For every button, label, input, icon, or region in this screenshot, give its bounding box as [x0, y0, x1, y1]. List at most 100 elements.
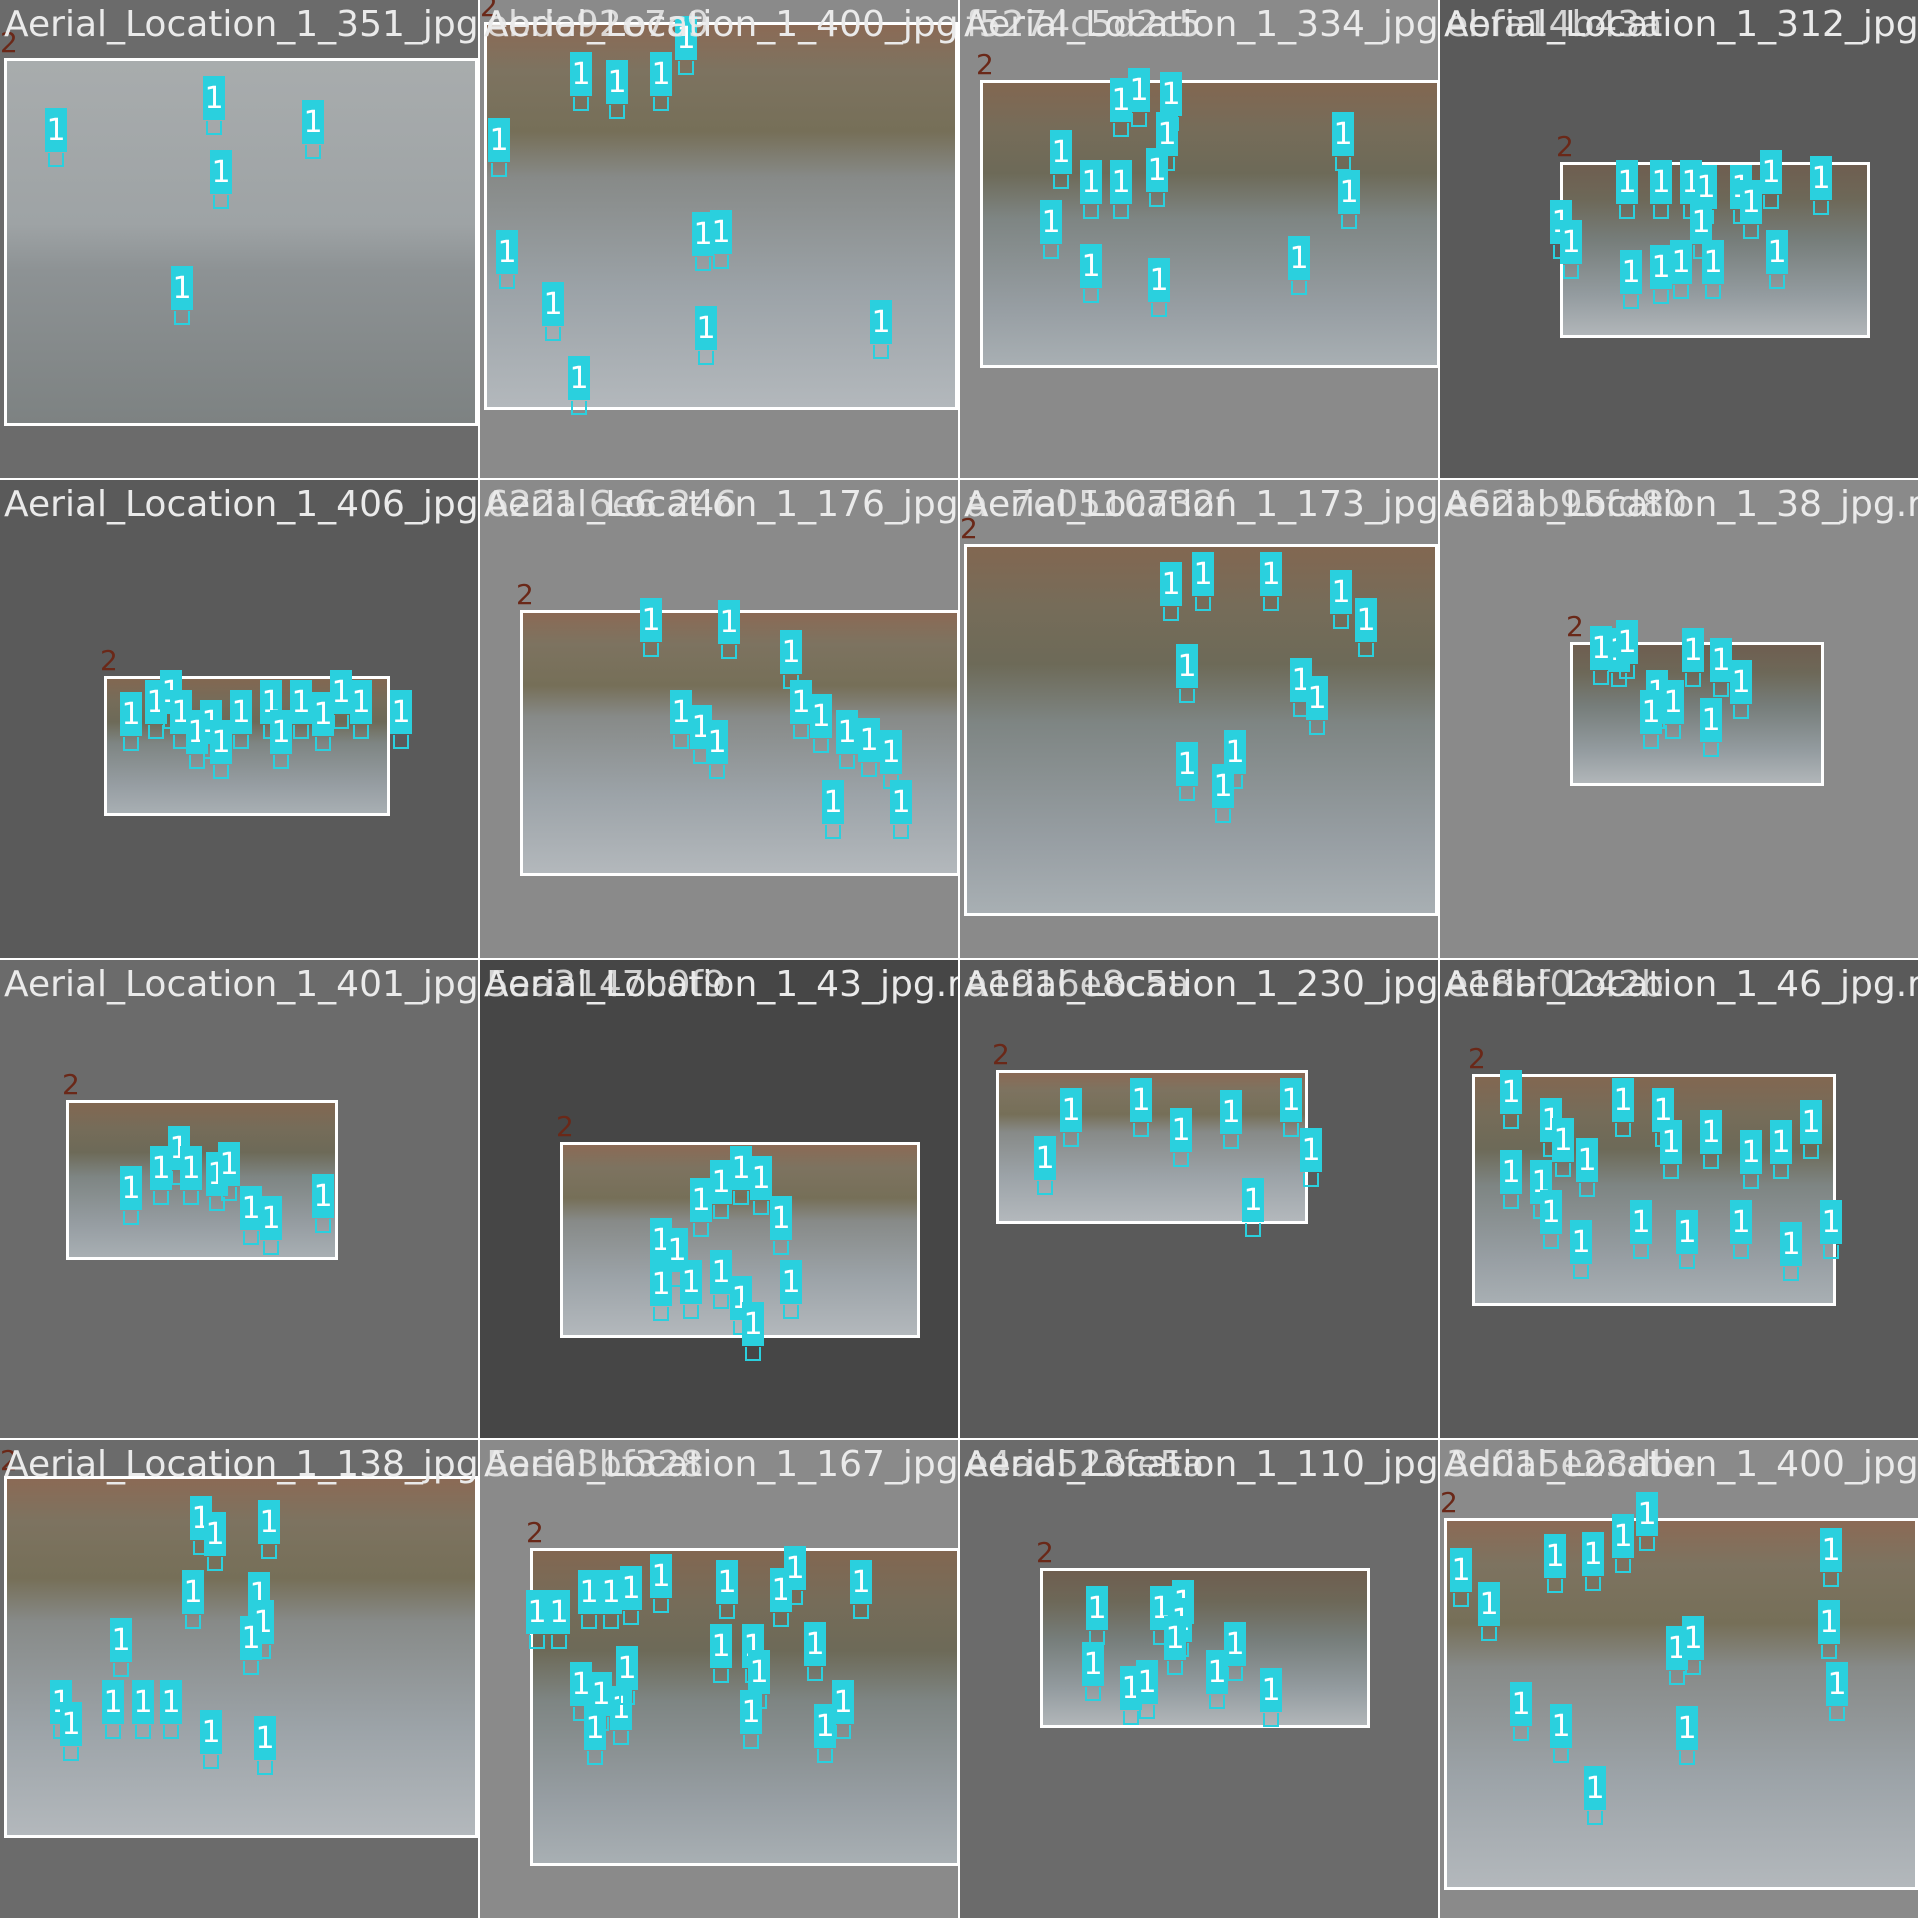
class-1-detection: 1: [690, 1178, 712, 1237]
class-1-detection: 1: [110, 1618, 132, 1677]
class-1-detection: 1: [203, 76, 225, 135]
class-1-detection: 1: [218, 1142, 240, 1201]
result-tile: 2 1 1 1 1 1 Aerial_Location_1_351_jpg.r: [0, 0, 480, 480]
class-1-detection: 1: [610, 1686, 632, 1745]
class-1-detection: 1: [182, 1570, 204, 1629]
class-1-detection: 1: [1080, 160, 1102, 219]
class-1-detection: 1: [1616, 160, 1638, 219]
tile-title: Aerial_Location_1_46_jpg.rf: [1444, 964, 1920, 1005]
class-1-detection: 1: [1660, 1120, 1682, 1179]
class-1-detection: 1: [204, 1512, 226, 1571]
class-1-detection: 1: [1640, 690, 1662, 749]
tile-title: Aerial_Location_1_400_jpg.r: [484, 4, 960, 45]
class-1-detection: 1: [1224, 730, 1246, 789]
class-1-detection: 1: [804, 1622, 826, 1681]
class-1-detection: 1: [1288, 236, 1310, 295]
class-1-detection: 1: [1560, 220, 1582, 279]
tile-hash-overlap: ebde92e7c9: [486, 4, 710, 45]
class-1-detection: 1: [1128, 68, 1150, 127]
class-1-detection: 1: [1616, 620, 1638, 679]
class-1-detection: 1: [1584, 1766, 1606, 1825]
scene-photo: [4, 1476, 478, 1838]
class-1-detection: 1: [1136, 1660, 1158, 1719]
class-2-label: 2: [1440, 1486, 1458, 1519]
class-1-detection: 1: [620, 1566, 642, 1625]
class-1-detection: 1: [1176, 742, 1198, 801]
class-1-detection: 1: [748, 1650, 770, 1709]
tile-title: Aerial_Location_1_38_jpg.rf: [1444, 484, 1920, 525]
class-1-detection: 1: [1332, 112, 1354, 171]
class-1-detection: 1: [870, 300, 892, 359]
class-1-detection: 1: [170, 690, 192, 749]
class-1-detection: 1: [606, 60, 628, 119]
class-2-label: 2: [0, 1444, 18, 1477]
result-tile: 2 1 1 1 1 1 1 1 1 1 1 1 1 Aerial_Location_1_400_jpg.r…: [480, 0, 960, 480]
class-1-detection: 1: [1160, 72, 1182, 131]
class-1-detection: 1: [45, 108, 67, 167]
class-1-detection: 1: [770, 1196, 792, 1255]
class-1-detection: 1: [240, 1616, 262, 1675]
class-1-detection: 1: [832, 1680, 854, 1739]
class-1-detection: 1: [1082, 1642, 1104, 1701]
class-1-detection: 1: [180, 1146, 202, 1205]
class-1-detection: 1: [270, 710, 292, 769]
class-1-detection: 1: [570, 1662, 592, 1721]
class-1-detection: 1: [1810, 156, 1832, 215]
class-2-label: 2: [62, 1068, 80, 1101]
class-1-detection: 1: [1450, 1548, 1472, 1607]
tile-title: Aerial_Location_1_173_jpg.r: [964, 484, 1440, 525]
class-1-detection: 1: [1330, 570, 1352, 629]
class-1-detection: 1: [1156, 112, 1178, 171]
class-1-detection: 1: [1690, 200, 1712, 259]
class-1-detection: 1: [670, 690, 692, 749]
class-1-detection: 1: [790, 680, 812, 739]
class-1-detection: 1: [1500, 1150, 1522, 1209]
class-1-detection: 1: [302, 100, 324, 159]
class-1-detection: 1: [132, 1680, 154, 1739]
class-1-detection: 1: [1034, 1136, 1056, 1195]
class-1-detection: 1: [706, 720, 728, 779]
class-1-detection: 1: [1570, 1220, 1592, 1279]
class-1-detection: 1: [1820, 1200, 1842, 1259]
result-tile: 2111111111111111Aerial_Location_1_406_jp…: [0, 480, 480, 960]
tile-hash-overlap: ebfa14b43a: [1446, 4, 1663, 45]
class-1-detection: 1: [584, 1706, 606, 1765]
class-1-detection: 1: [1060, 1088, 1082, 1147]
class-1-detection: 1: [1676, 1210, 1698, 1269]
result-tile: 2111111111111111Aerial_Location_1_138_jp…: [0, 1440, 480, 1920]
class-1-detection: 1: [858, 718, 880, 777]
class-1-detection: 1: [718, 600, 740, 659]
tile-title: Aerial_Location_1_43_jpg.rf: [484, 964, 960, 1005]
class-1-detection: 1: [1338, 170, 1360, 229]
class-2-label: 2: [526, 1516, 544, 1549]
class-2-label: 2: [480, 0, 498, 23]
class-1-detection: 1: [60, 1702, 82, 1761]
class-1-detection: 1: [750, 1156, 772, 1215]
class-1-detection: 1: [312, 1174, 334, 1233]
tile-title: Aerial_Location_1_334_jpg.r: [964, 4, 1440, 45]
class-1-detection: 1: [488, 118, 510, 177]
tile-title: Aerial_Location_1_230_jpg.r: [964, 964, 1440, 1005]
class-1-detection: 1: [890, 780, 912, 839]
class-2-label: 2: [992, 1038, 1010, 1071]
class-1-detection: 1: [710, 1250, 732, 1309]
class-1-detection: 1: [1820, 1528, 1842, 1587]
class-1-detection: 1: [1086, 1586, 1108, 1645]
tile-title: Aerial_Location_1_167_jpg.r: [484, 1444, 960, 1485]
class-1-detection: 1: [240, 1186, 262, 1245]
class-1-detection: 1: [1040, 200, 1062, 259]
class-1-detection: 1: [1306, 676, 1328, 735]
class-2-label: 2: [0, 26, 18, 59]
class-1-detection: 1: [650, 1262, 672, 1321]
class-1-detection: 1: [650, 1554, 672, 1613]
tile-title: Aerial_Location_1_400_jpg.r: [1444, 1444, 1920, 1485]
result-tile: 2 1 1 1 1 1 1 1 1 Aerial_Location_1_230_jpg.r a191…: [960, 960, 1440, 1440]
class-1-detection: 1: [1780, 1222, 1802, 1281]
tile-hash-overlap: a1916e8c5a: [966, 964, 1190, 1005]
class-1-detection: 1: [650, 52, 672, 111]
class-2-label: 2: [1566, 610, 1584, 643]
result-tile: 2 1 1 1 1 1 1 1 1 1 1 1 1 1 1 1 1 1 1 1 1 1 1 Aerial_Location_1…: [480, 1440, 960, 1920]
class-1-detection: 1: [1500, 1070, 1522, 1129]
class-1-detection: 1: [1740, 1130, 1762, 1189]
tile-hash-overlap: f5274c5d2c5: [966, 4, 1202, 45]
